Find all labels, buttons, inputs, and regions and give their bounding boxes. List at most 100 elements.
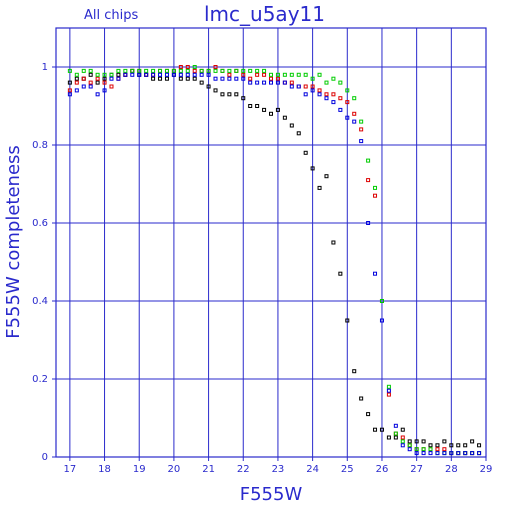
- data-point: [241, 72, 246, 77]
- x-tick-label: 17: [64, 464, 77, 475]
- data-point: [379, 318, 384, 323]
- data-point: [303, 84, 308, 89]
- y-tick-label: 1: [42, 62, 48, 73]
- data-point: [379, 427, 384, 432]
- data-point: [310, 88, 315, 93]
- data-point: [352, 369, 357, 374]
- data-point: [289, 123, 294, 128]
- data-point: [213, 88, 218, 93]
- data-point: [428, 443, 433, 448]
- data-point: [137, 68, 142, 73]
- data-point: [199, 80, 204, 85]
- data-point: [435, 451, 440, 456]
- data-point: [178, 65, 183, 69]
- x-tick-label: 23: [272, 464, 285, 475]
- x-tick-label: 24: [306, 464, 319, 475]
- data-point: [289, 72, 294, 77]
- data-point: [359, 139, 364, 144]
- data-point: [331, 92, 336, 97]
- data-point: [310, 84, 315, 89]
- data-point: [185, 72, 190, 77]
- data-point: [199, 68, 204, 73]
- data-point: [269, 80, 273, 85]
- data-point: [269, 72, 273, 77]
- data-point: [345, 100, 350, 105]
- data-point: [109, 72, 114, 77]
- data-point: [345, 318, 350, 323]
- data-point: [255, 68, 260, 73]
- data-point: [324, 96, 329, 101]
- y-tick-label: 0.4: [32, 296, 48, 307]
- data-point: [185, 76, 190, 81]
- data-point: [275, 80, 280, 85]
- chart-title: lmc_u5ay11: [204, 2, 325, 26]
- data-point: [373, 427, 378, 432]
- data-point: [227, 72, 232, 77]
- data-point: [192, 76, 197, 81]
- grid: [56, 28, 486, 457]
- data-point: [227, 76, 232, 81]
- data-point: [331, 240, 336, 245]
- data-point: [296, 84, 301, 89]
- data-point: [88, 68, 93, 73]
- data-point: [178, 72, 183, 77]
- data-point: [456, 443, 461, 448]
- data-point: [463, 451, 468, 456]
- data-point: [338, 271, 343, 276]
- y-tick-label: 0.2: [32, 374, 48, 385]
- data-point: [248, 76, 253, 81]
- data-point: [366, 178, 371, 183]
- data-point: [255, 104, 260, 108]
- data-point: [178, 68, 183, 73]
- data-point: [303, 92, 308, 97]
- x-tick-label: 26: [376, 464, 389, 475]
- data-point: [449, 443, 454, 448]
- data-point: [317, 72, 322, 77]
- data-point: [338, 107, 343, 112]
- data-point: [74, 76, 79, 81]
- data-point: [345, 88, 350, 93]
- data-point: [262, 68, 267, 73]
- data-point: [477, 451, 482, 456]
- data-point: [331, 100, 336, 105]
- data-point: [95, 72, 100, 77]
- chart-subtitle: All chips: [84, 8, 138, 23]
- data-point: [373, 271, 378, 276]
- y-tick-labels: 0 0.2 0.4 0.6 0.8 1: [32, 62, 56, 463]
- data-point: [366, 412, 371, 417]
- data-point: [248, 104, 253, 108]
- data-point: [275, 76, 280, 81]
- data-point: [158, 68, 163, 73]
- data-point: [130, 68, 135, 73]
- data-point: [317, 92, 322, 97]
- data-point: [88, 72, 93, 77]
- x-tick-label: 27: [410, 464, 423, 475]
- data-point: [317, 88, 322, 93]
- x-tick-label: 25: [341, 464, 354, 475]
- data-point: [282, 72, 287, 77]
- data-point: [206, 68, 211, 73]
- data-point: [470, 451, 475, 456]
- data-point: [171, 72, 176, 77]
- data-point: [407, 447, 412, 452]
- data-point: [130, 72, 135, 77]
- data-point: [435, 443, 440, 448]
- data-point: [227, 68, 232, 73]
- data-point: [158, 72, 163, 77]
- data-point: [366, 158, 371, 163]
- data-point: [373, 193, 378, 198]
- data-point: [414, 447, 419, 452]
- data-point: [275, 72, 280, 77]
- data-point: [477, 443, 482, 448]
- data-point: [164, 76, 169, 81]
- data-point: [366, 221, 371, 225]
- data-point: [88, 84, 93, 89]
- data-point: [269, 76, 273, 81]
- data-point: [74, 80, 79, 85]
- data-point: [234, 92, 239, 97]
- data-point: [95, 76, 100, 81]
- data-point: [144, 68, 149, 73]
- data-point: [158, 76, 163, 81]
- data-point: [400, 435, 405, 440]
- data-point: [116, 72, 121, 77]
